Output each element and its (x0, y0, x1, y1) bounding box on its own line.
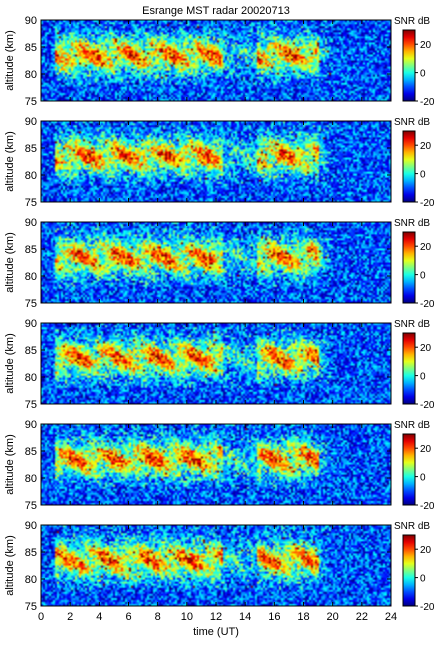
panel-4: 75 80 85 90 altitude (km) -20 0 20 SNR dB (4, 318, 435, 411)
colorbar-tick-label: 0 (420, 170, 426, 181)
y-axis-label: altitude (km) (4, 30, 16, 91)
colorbar-tick-label: -20 (420, 501, 435, 512)
x-tick-label: 6 (125, 611, 131, 623)
x-axis-label: time (UT) (193, 626, 239, 638)
colorbar-label: SNR dB (394, 319, 430, 330)
y-tick-label: 80 (25, 574, 37, 586)
heatmap-image (41, 525, 391, 606)
y-axis-label: altitude (km) (4, 434, 16, 495)
colorbar-tick-label: 20 (420, 343, 432, 354)
y-tick-label: 90 (25, 419, 37, 431)
y-tick-label: 85 (25, 244, 37, 256)
y-axis-label: altitude (km) (4, 333, 16, 394)
colorbar-tick-label: 20 (420, 444, 432, 455)
y-tick-label: 80 (25, 372, 37, 384)
panel-3: 75 80 85 90 altitude (km) -20 0 20 SNR dB (4, 217, 435, 310)
panel-1: 75 80 85 90 altitude (km) -20 0 20 SNR dB (4, 15, 435, 108)
x-tick-label: 22 (356, 611, 368, 623)
y-tick-label: 75 (25, 96, 37, 108)
panel-6: 75 80 85 90 altitude (km) -20 0 20 SNR dB (4, 520, 435, 613)
heatmap-image (41, 323, 391, 404)
x-tick-label: 14 (239, 611, 251, 623)
colorbar-label: SNR dB (394, 117, 430, 128)
colorbar-tick-label: 20 (420, 242, 432, 253)
y-tick-label: 80 (25, 170, 37, 182)
panel-5: 75 80 85 90 altitude (km) -20 0 20 SNR dB (4, 419, 435, 512)
y-tick-label: 85 (25, 446, 37, 458)
colorbar (402, 29, 416, 102)
x-tick-label: 16 (268, 611, 280, 623)
x-tick-label: 18 (297, 611, 309, 623)
colorbar-tick-label: 0 (420, 473, 426, 484)
heatmap-image (41, 222, 391, 303)
colorbar-tick-label: 0 (420, 372, 426, 383)
heatmap-image (41, 424, 391, 505)
y-tick-label: 75 (25, 197, 37, 209)
y-tick-label: 80 (25, 473, 37, 485)
colorbar-tick-label: -20 (420, 400, 435, 411)
heatmap-image (41, 121, 391, 202)
y-tick-label: 90 (25, 15, 37, 27)
colorbar-tick-label: -20 (420, 198, 435, 209)
colorbar-tick-label: 20 (420, 141, 432, 152)
panel-2: 75 80 85 90 altitude (km) -20 0 20 SNR dB (4, 116, 435, 209)
colorbar-label: SNR dB (394, 420, 430, 431)
colorbar-label: SNR dB (394, 16, 430, 27)
chart-title: Esrange MST radar 20020713 (142, 5, 290, 17)
colorbar (402, 231, 416, 304)
y-tick-label: 90 (25, 318, 37, 330)
colorbar (402, 130, 416, 203)
x-tick-label: 2 (67, 611, 73, 623)
y-axis-label: altitude (km) (4, 232, 16, 293)
colorbar-tick-label: -20 (420, 97, 435, 108)
x-tick-label: 20 (327, 611, 339, 623)
y-axis-label: altitude (km) (4, 131, 16, 192)
y-tick-label: 90 (25, 520, 37, 532)
y-tick-label: 75 (25, 399, 37, 411)
y-tick-label: 85 (25, 143, 37, 155)
y-tick-label: 75 (25, 298, 37, 310)
colorbar-tick-label: -20 (420, 299, 435, 310)
colorbar-tick-label: 0 (420, 69, 426, 80)
x-tick-label: 24 (385, 611, 397, 623)
y-tick-label: 90 (25, 116, 37, 128)
colorbar (402, 433, 416, 506)
colorbar-tick-label: 0 (420, 574, 426, 585)
colorbar-tick-label: 20 (420, 40, 432, 51)
colorbar-tick-label: 0 (420, 271, 426, 282)
y-axis-label: altitude (km) (4, 535, 16, 596)
y-tick-label: 85 (25, 345, 37, 357)
y-tick-label: 80 (25, 271, 37, 283)
x-tick-label: 8 (155, 611, 161, 623)
colorbar (402, 534, 416, 607)
y-tick-label: 90 (25, 217, 37, 229)
colorbar-label: SNR dB (394, 218, 430, 229)
colorbar (402, 332, 416, 405)
x-tick-label: 0 (38, 611, 44, 623)
x-tick-label: 10 (181, 611, 193, 623)
colorbar-tick-label: -20 (420, 602, 435, 613)
colorbar-tick-label: 20 (420, 545, 432, 556)
x-tick-label: 12 (210, 611, 222, 623)
colorbar-label: SNR dB (394, 521, 430, 532)
y-tick-label: 75 (25, 500, 37, 512)
y-tick-label: 75 (25, 601, 37, 613)
heatmap-image (41, 20, 391, 101)
y-tick-label: 85 (25, 547, 37, 559)
y-tick-label: 85 (25, 42, 37, 54)
y-tick-label: 80 (25, 69, 37, 81)
x-tick-label: 4 (96, 611, 102, 623)
